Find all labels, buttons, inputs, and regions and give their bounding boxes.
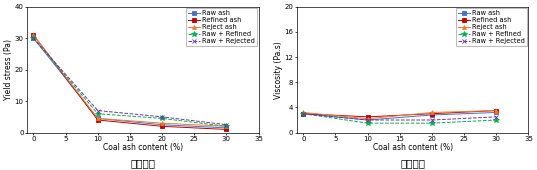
- Raw + Rejected: [223, 124, 230, 126]
- Raw + Rejected: [159, 116, 165, 118]
- Raw ash: [429, 114, 435, 116]
- Reject ash: [493, 109, 499, 112]
- Refined ash: [493, 109, 499, 112]
- Y-axis label: Viscosity (Pa.s): Viscosity (Pa.s): [274, 41, 283, 98]
- Raw + Rejected: [30, 37, 37, 39]
- Raw + Refined: [159, 117, 165, 120]
- Legend: Raw ash, Refined ash, Reject ash, Raw + Refined, Raw + Rejected: Raw ash, Refined ash, Reject ash, Raw + …: [186, 8, 257, 46]
- Reject ash: [159, 122, 165, 124]
- Refined ash: [429, 113, 435, 115]
- Raw + Rejected: [365, 119, 371, 121]
- Line: Raw ash: Raw ash: [301, 110, 498, 122]
- Reject ash: [429, 111, 435, 113]
- Reject ash: [95, 117, 101, 120]
- Refined ash: [95, 119, 101, 121]
- Raw + Rejected: [95, 109, 101, 112]
- Line: Raw + Rejected: Raw + Rejected: [32, 36, 228, 127]
- Raw + Refined: [493, 119, 499, 121]
- Line: Refined ash: Refined ash: [32, 33, 228, 131]
- Raw ash: [300, 113, 307, 115]
- Raw ash: [223, 127, 230, 129]
- Reject ash: [223, 125, 230, 127]
- Text: 항복응력: 항복응력: [130, 158, 155, 168]
- Reject ash: [365, 118, 371, 120]
- Raw + Rejected: [300, 113, 307, 115]
- Line: Reject ash: Reject ash: [32, 33, 228, 128]
- Line: Raw + Refined: Raw + Refined: [31, 35, 229, 129]
- Raw + Refined: [30, 37, 37, 39]
- Raw + Refined: [365, 122, 371, 124]
- Raw + Refined: [300, 113, 307, 115]
- Raw + Refined: [429, 122, 435, 124]
- Line: Reject ash: Reject ash: [301, 109, 498, 121]
- X-axis label: Coal ash content (%): Coal ash content (%): [373, 143, 453, 152]
- Raw + Refined: [223, 125, 230, 127]
- Text: 소성점도: 소성점도: [400, 158, 425, 168]
- Refined ash: [365, 116, 371, 118]
- Raw ash: [95, 117, 101, 120]
- Raw + Refined: [95, 113, 101, 115]
- Raw + Rejected: [429, 119, 435, 121]
- Line: Raw ash: Raw ash: [32, 36, 228, 130]
- Reject ash: [300, 111, 307, 113]
- Raw + Rejected: [493, 116, 499, 118]
- X-axis label: Coal ash content (%): Coal ash content (%): [103, 143, 183, 152]
- Raw ash: [365, 119, 371, 121]
- Line: Raw + Rejected: Raw + Rejected: [301, 112, 498, 122]
- Legend: Raw ash, Refined ash, Reject ash, Raw + Refined, Raw + Rejected: Raw ash, Refined ash, Reject ash, Raw + …: [456, 8, 527, 46]
- Line: Refined ash: Refined ash: [301, 109, 498, 119]
- Refined ash: [159, 125, 165, 127]
- Line: Raw + Refined: Raw + Refined: [301, 111, 499, 126]
- Refined ash: [223, 128, 230, 130]
- Raw ash: [493, 111, 499, 113]
- Reject ash: [30, 34, 37, 36]
- Raw ash: [30, 37, 37, 39]
- Refined ash: [300, 113, 307, 115]
- Raw ash: [159, 124, 165, 126]
- Refined ash: [30, 34, 37, 36]
- Y-axis label: Yield stress (Pa): Yield stress (Pa): [4, 39, 13, 100]
